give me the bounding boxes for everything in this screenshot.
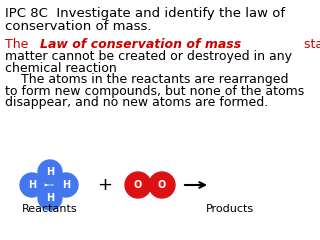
Circle shape (125, 172, 151, 198)
Text: H: H (62, 180, 70, 190)
Text: H: H (46, 193, 54, 203)
Circle shape (38, 186, 62, 210)
Text: chemical reaction: chemical reaction (5, 61, 117, 74)
Text: O: O (134, 180, 142, 190)
Text: H: H (28, 180, 36, 190)
Text: Law of conservation of mass: Law of conservation of mass (40, 38, 242, 51)
Circle shape (149, 172, 175, 198)
Circle shape (54, 173, 78, 197)
Text: states that: states that (300, 38, 320, 51)
Text: H: H (46, 167, 54, 177)
Text: IPC 8C  Investigate and identify the law of: IPC 8C Investigate and identify the law … (5, 7, 285, 20)
Text: conservation of mass.: conservation of mass. (5, 20, 151, 33)
Text: +: + (98, 176, 113, 194)
Text: O: O (158, 180, 166, 190)
Text: The atoms in the reactants are rearranged: The atoms in the reactants are rearrange… (5, 73, 289, 86)
Text: Products: Products (206, 204, 254, 214)
Text: to form new compounds, but none of the atoms: to form new compounds, but none of the a… (5, 84, 304, 97)
Text: disappear, and no new atoms are formed.: disappear, and no new atoms are formed. (5, 96, 268, 109)
Text: matter cannot be created or destroyed in any: matter cannot be created or destroyed in… (5, 50, 292, 63)
Circle shape (20, 173, 44, 197)
Text: Reactants: Reactants (22, 204, 78, 214)
Circle shape (38, 160, 62, 184)
Text: The: The (5, 38, 32, 51)
